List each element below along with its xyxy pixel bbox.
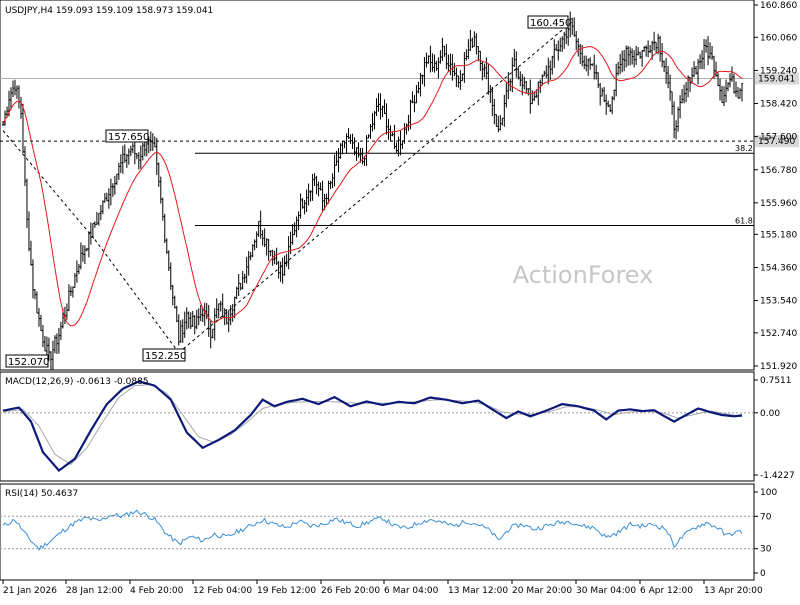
annotation-box (142, 348, 186, 362)
trendlines (2, 21, 573, 354)
rsi-tick-label: 30 (760, 545, 772, 555)
macd-tick-label: 0.7511 (760, 376, 792, 386)
trendline (2, 130, 96, 240)
time-tick-label: 6 Mar 04:00 (384, 586, 439, 596)
ma-line (2, 46, 743, 327)
current-price-label: 159.041 (758, 74, 795, 84)
rsi-tick-label: 100 (760, 488, 777, 498)
time-tick-label: 19 Feb 12:00 (257, 586, 316, 596)
level-lines: 157.490 38.2 61.8 159.041 (0, 72, 799, 226)
time-tick-label: 28 Jan 12:00 (66, 586, 123, 596)
main-price-axis: 160.860 160.060 159.240 158.420 157.600 156.7… (754, 1, 797, 372)
annotation-label: 152.250 (145, 351, 186, 362)
macd-tick-label: 0.00 (760, 409, 780, 419)
annotation-label: 160.450 (530, 18, 571, 29)
time-tick-label: 13 Apr 20:00 (704, 586, 763, 596)
time-tick-label: 20 Mar 20:00 (512, 586, 572, 596)
fib-382-label: 38.2 (735, 144, 753, 153)
price-tick-label: 151.920 (760, 362, 797, 372)
annotation-box (527, 15, 569, 29)
time-tick-label: 12 Feb 04:00 (193, 586, 252, 596)
time-tick-label: 13 Mar 12:00 (448, 586, 508, 596)
main-panel-frame (0, 0, 755, 371)
rsi-tick-label: 0 (760, 569, 766, 579)
moving-average (2, 46, 743, 327)
price-tick-label: 160.060 (760, 33, 797, 43)
price-tick-label: 154.360 (760, 263, 797, 273)
rsi-axis: 100 70 30 0 (754, 488, 777, 579)
macd-lines (0, 380, 754, 472)
trendline (178, 21, 573, 354)
fib-618-label: 61.8 (735, 216, 753, 225)
price-tick-label: 155.960 (760, 199, 797, 209)
trendline (94, 239, 180, 353)
price-tick-label: 153.540 (760, 297, 797, 307)
time-tick-label: 30 Mar 04:00 (576, 586, 636, 596)
watermark: ActionForex (513, 261, 654, 289)
annotation-box (105, 129, 149, 143)
macd-panel-frame (0, 371, 755, 482)
rsi-line (2, 509, 743, 552)
time-tick-label: 26 Feb 20:00 (321, 586, 380, 596)
price-tick-label: 155.180 (760, 230, 797, 240)
candles (2, 11, 743, 371)
level-157490-label: 157.490 (758, 137, 795, 147)
price-annotations: 160.450 157.650 152.250 152.070 (5, 15, 571, 368)
price-tick-label: 158.420 (760, 100, 797, 110)
macd-line (2, 380, 743, 472)
macd-axis: 0.7511 0.00 -1.4227 (754, 376, 795, 481)
annotation-label: 152.070 (8, 357, 49, 368)
macd-header: MACD(12,26,9) -0.0613 -0.0885 (5, 377, 149, 387)
annotation-label: 157.650 (108, 132, 149, 143)
rsi-tick-label: 70 (760, 512, 772, 522)
current-price-box (755, 72, 799, 85)
rsi-panel-frame (0, 483, 755, 581)
macd-tick-label: -1.4227 (760, 471, 795, 481)
level-157490-box (755, 135, 799, 148)
price-tick-label: 156.780 (760, 166, 797, 176)
time-axis: 21 Jan 2026 28 Jan 12:00 4 Feb 20:00 12 Feb… (2, 580, 763, 596)
rsi-header: RSI(14) 50.4637 (5, 489, 78, 499)
annotation-box (5, 354, 49, 368)
price-tick-label: 160.860 (760, 1, 797, 11)
price-tick-label: 152.740 (760, 329, 797, 339)
rsi-lines (0, 509, 754, 552)
time-tick-label: 4 Feb 20:00 (130, 586, 184, 596)
price-tick-label: 159.240 (760, 66, 797, 76)
price-tick-label: 157.600 (760, 133, 797, 143)
time-tick-label: 21 Jan 2026 (3, 586, 57, 596)
time-tick-label: 6 Apr 12:00 (640, 586, 693, 596)
symbol-header: USDJPY,H4 159.093 159.109 158.973 159.04… (5, 6, 213, 16)
